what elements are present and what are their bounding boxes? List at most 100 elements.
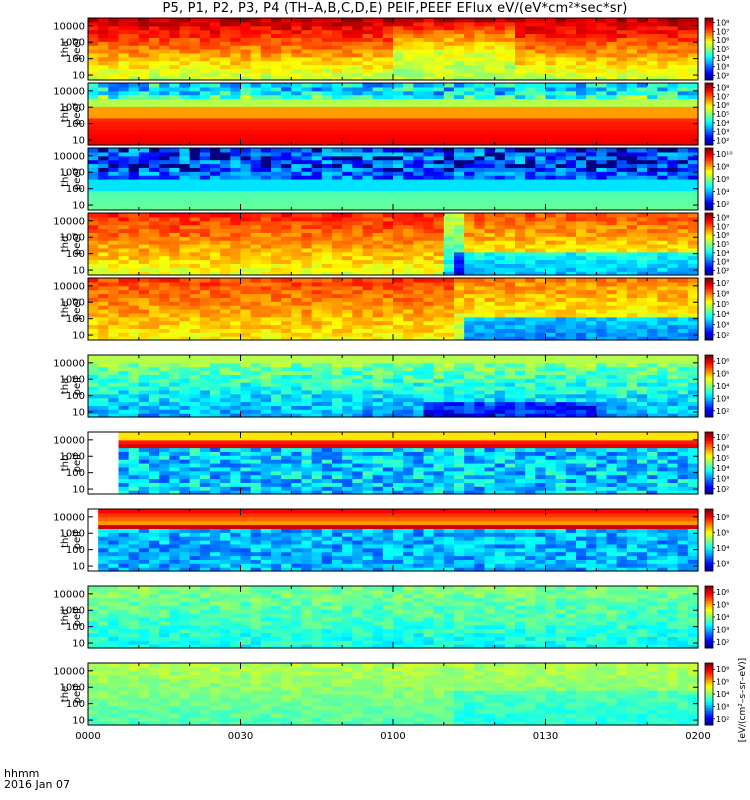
heatmap-cell [281,216,292,222]
heatmap-cell [637,106,648,111]
heatmap-cell [88,29,99,35]
heatmap-cell [626,198,638,203]
heatmap-cell [504,309,516,314]
heatmap-cell [576,259,587,264]
heatmap-cell [616,155,628,161]
heatmap-cell [118,224,130,230]
heatmap-cell [433,159,445,165]
heatmap-cell [311,224,323,230]
heatmap-cell [291,324,303,329]
heatmap-cell [393,29,404,35]
heatmap-cell [515,151,526,157]
heatmap-cell [291,98,303,103]
heatmap-cell [667,232,679,237]
heatmap-cell [281,45,292,50]
heatmap-cell [667,86,679,92]
heatmap-cell [403,305,414,310]
heatmap-cell [616,148,628,153]
heatmap-cell [321,228,333,233]
heatmap-cell [118,202,130,207]
heatmap-cell [372,305,384,310]
heatmap-cell [128,159,140,165]
heatmap-cell [179,76,191,81]
heatmap-cell [352,155,364,161]
heatmap-cell [393,175,404,180]
heatmap-cell [667,224,679,230]
heatmap-cell [687,155,699,161]
heatmap-cell [352,194,364,199]
heatmap-cell [179,316,191,322]
heatmap-cell [616,37,628,42]
heatmap-cell [260,244,272,249]
heatmap-cell [372,240,384,245]
heatmap-cell [535,151,547,157]
heatmap-cell [616,98,628,103]
heatmap-cell [525,255,536,261]
heatmap-cell [250,110,262,115]
heatmap-cell [616,41,628,46]
colorbar-segment [705,91,713,94]
heatmap-cell [240,240,252,245]
heatmap-cell [545,175,557,180]
heatmap-cell [576,167,587,172]
heatmap-cell [443,114,455,119]
heatmap-cell [118,45,130,50]
heatmap-cell [677,244,689,249]
heatmap-cell [606,216,618,222]
heatmap-cell [413,110,425,115]
heatmap-cell [504,312,516,318]
heatmap-cell [637,179,648,184]
heatmap-cell [179,102,191,107]
heatmap-cell [535,305,547,310]
heatmap-cell [220,336,231,341]
heatmap-cell [230,171,242,176]
heatmap-cell [199,271,211,276]
panel-label-species: peef [72,102,83,125]
heatmap-cell [433,49,445,54]
heatmap-cell [281,289,292,295]
heatmap-cell [118,110,130,115]
heatmap-cell [555,236,567,241]
heatmap-cell [281,98,292,103]
heatmap-cell [464,236,475,241]
heatmap-cell [525,72,536,77]
heatmap-cell [677,102,689,107]
heatmap-cell [616,206,628,211]
colorbar-segment [705,152,713,155]
heatmap-cell [586,102,597,107]
heatmap-cell [138,159,150,165]
heatmap-cell [362,305,374,310]
heatmap-cell [362,202,374,207]
heatmap-cell [179,18,191,23]
heatmap-cell [515,25,526,31]
heatmap-cell [586,213,597,218]
colorbar-segment [705,256,713,259]
heatmap-cell [525,247,536,253]
heatmap-cell [332,328,343,333]
heatmap-cell [250,18,262,23]
heatmap-cell [423,236,435,241]
heatmap-cell [606,86,618,92]
heatmap-cell [169,328,181,333]
heatmap-cell [433,98,445,103]
heatmap-cell [118,175,130,180]
heatmap-cell [382,98,394,103]
heatmap-cell [108,336,120,341]
colorbar-segment [705,248,713,251]
heatmap-cell [260,194,272,199]
heatmap-cell [423,186,435,192]
heatmap-cell [372,41,384,46]
heatmap-cell [189,216,201,222]
heatmap-cell [199,278,211,283]
heatmap-cell [240,182,252,188]
heatmap-cell [210,186,221,192]
heatmap-cell [443,190,455,196]
heatmap-cell [128,312,140,318]
heatmap-cell [565,102,577,107]
heatmap-cell [159,198,170,203]
heatmap-cell [271,151,282,157]
heatmap-cell [596,159,608,165]
heatmap-cell [98,240,109,245]
heatmap-cell [494,240,506,245]
heatmap-cell [230,29,242,35]
